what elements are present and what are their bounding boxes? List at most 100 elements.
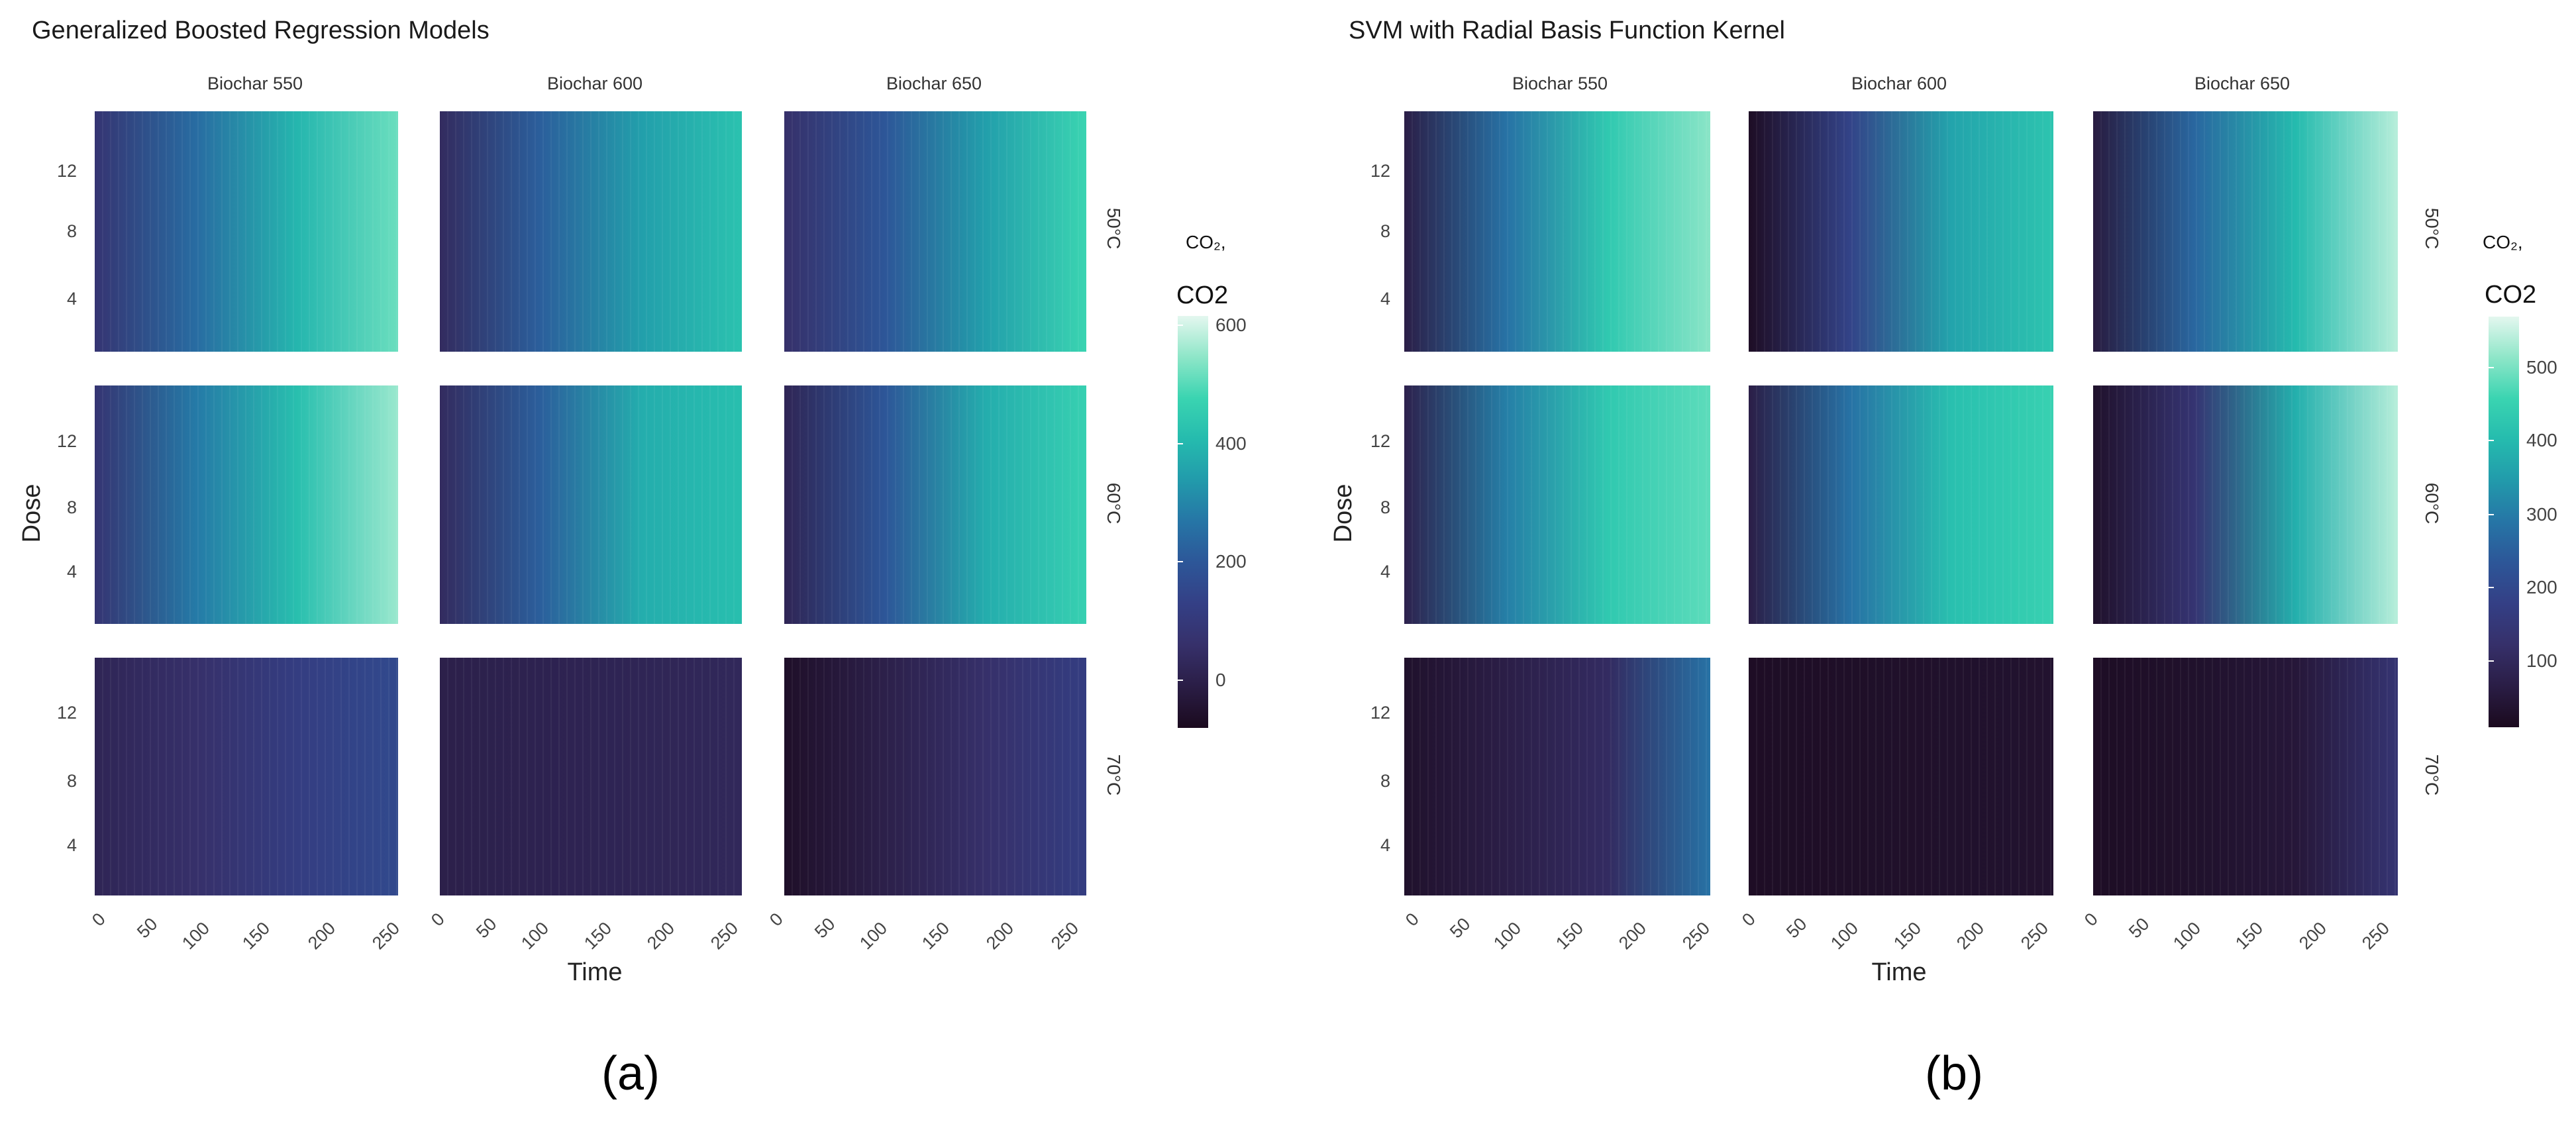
panel-a-row-strip-3: 70°C <box>1104 754 1124 796</box>
panel-a-row-strip-2: 60°C <box>1104 483 1124 525</box>
panel-a-title: Generalized Boosted Regression Models <box>32 17 489 44</box>
x-tick-label: 100 <box>2169 918 2204 953</box>
heatmap-tile <box>2093 385 2398 624</box>
x-tick-label: 0 <box>766 909 787 930</box>
panel-b-title: SVM with Radial Basis Function Kernel <box>1349 17 1785 44</box>
x-tick-label: 150 <box>238 918 274 953</box>
panel-a-x-ticks-col-2: 0 50 100 150 200 250 <box>427 909 742 953</box>
panel-a-legend: CO₂, CO2 600 400 200 0 <box>1176 232 1247 728</box>
heatmap-tile <box>1404 111 1710 352</box>
panel-a: Generalized Boosted Regression Models Bi… <box>18 17 1247 1100</box>
x-tick-label: 100 <box>1490 918 1525 953</box>
panel-a-col-strip-2: Biochar 600 <box>547 74 643 93</box>
legend-tick-label: 400 <box>1215 433 1247 454</box>
panel-a-col-strip-3: Biochar 650 <box>886 74 982 93</box>
panel-a-x-ticks: 0 50 100 150 200 250 0 50 100 150 200 25… <box>88 909 1082 953</box>
panel-b: SVM with Radial Basis Function Kernel Bi… <box>1329 17 2557 1100</box>
panel-b-label: (b) <box>1925 1047 1983 1100</box>
panel-a-col-strip-1: Biochar 550 <box>207 74 303 93</box>
panel-a-colorbar <box>1178 316 1208 728</box>
panel-b-x-ticks-col-3: 0 50 100 150 200 250 <box>2081 909 2393 953</box>
panel-b-strip-labels: Biochar 550 Biochar 600 Biochar 650 50°C… <box>1512 74 2442 795</box>
y-tick-label: 4 <box>1380 289 1390 309</box>
x-tick-label: 0 <box>88 909 109 930</box>
panel-b-x-ticks-col-2: 0 50 100 150 200 250 <box>1738 909 2052 953</box>
y-tick-label: 4 <box>67 289 77 309</box>
panel-a-label: (a) <box>601 1047 660 1100</box>
panel-b-col-strip-3: Biochar 650 <box>2194 74 2290 93</box>
x-tick-label: 150 <box>580 918 615 953</box>
x-tick-label: 0 <box>1738 909 1759 930</box>
panel-a-y-ticks-row-3: 12 8 4 <box>57 703 77 855</box>
x-tick-label: 250 <box>1678 918 1714 953</box>
panel-a-heatmap-tiles <box>95 111 1086 895</box>
x-tick-label: 150 <box>1890 918 1925 953</box>
heatmap-tile <box>784 385 1086 624</box>
x-tick-label: 200 <box>2295 918 2330 953</box>
panel-b-y-ticks-row-1: 12 8 4 <box>1370 161 1390 309</box>
x-tick-label: 100 <box>178 918 213 953</box>
x-tick-label: 200 <box>982 918 1017 953</box>
x-tick-label: 50 <box>2125 914 2153 942</box>
panel-a-y-ticks: 12 8 4 12 8 4 12 8 4 <box>57 161 77 855</box>
y-tick-label: 12 <box>1370 161 1390 181</box>
legend-tick-label: 200 <box>1215 551 1247 572</box>
panel-a-y-ticks-row-1: 12 8 4 <box>57 161 77 309</box>
x-tick-label: 0 <box>2081 909 2102 930</box>
heatmap-tile <box>784 111 1086 352</box>
y-tick-label: 12 <box>57 161 77 181</box>
heatmap-tile <box>2093 658 2398 895</box>
panel-a-x-ticks-col-3: 0 50 100 150 200 250 <box>766 909 1082 953</box>
x-tick-label: 150 <box>2232 918 2267 953</box>
legend-tick-label: 200 <box>2526 577 2557 597</box>
x-tick-label: 250 <box>368 918 403 953</box>
panel-b-heatmap-tiles <box>1404 111 2398 895</box>
y-tick-label: 12 <box>57 431 77 451</box>
heatmap-tile <box>440 111 742 352</box>
x-tick-label: 200 <box>1953 918 1988 953</box>
panel-a-y-ticks-row-2: 12 8 4 <box>57 431 77 582</box>
legend-tick-label: 600 <box>1215 315 1247 335</box>
y-tick-label: 4 <box>67 835 77 855</box>
x-tick-label: 0 <box>427 909 448 930</box>
x-tick-label: 100 <box>856 918 891 953</box>
heatmap-tile <box>95 111 398 352</box>
y-tick-label: 12 <box>1370 431 1390 451</box>
panel-a-x-ticks-col-1: 0 50 100 150 200 250 <box>88 909 403 953</box>
y-tick-label: 8 <box>1380 221 1390 241</box>
y-tick-label: 4 <box>1380 562 1390 582</box>
panel-b-col-strip-2: Biochar 600 <box>1851 74 1947 93</box>
panel-a-legend-title: CO2 <box>1176 281 1228 309</box>
x-tick-label: 50 <box>472 914 500 942</box>
panel-b-legend: CO₂, CO2 500 400 300 200 100 <box>2483 232 2557 727</box>
x-tick-label: 100 <box>517 918 552 953</box>
x-tick-label: 0 <box>1402 909 1423 930</box>
panel-a-row-strip-1: 50°C <box>1104 208 1124 250</box>
panel-b-row-strip-1: 50°C <box>2422 208 2442 250</box>
panel-a-legend-ticks: 600 400 200 0 <box>1178 315 1247 690</box>
x-tick-label: 50 <box>133 914 161 942</box>
y-tick-label: 8 <box>1380 771 1390 791</box>
heatmap-tile <box>1404 385 1710 624</box>
panel-b-y-ticks-row-2: 12 8 4 <box>1370 431 1390 582</box>
y-tick-label: 8 <box>67 221 77 241</box>
y-tick-label: 8 <box>67 771 77 791</box>
heatmap-tile <box>95 658 398 895</box>
y-tick-label: 4 <box>1380 835 1390 855</box>
x-tick-label: 50 <box>1782 914 1810 942</box>
x-tick-label: 100 <box>1827 918 1862 953</box>
panel-b-colorbar <box>2489 317 2519 727</box>
panel-b-y-axis-title: Dose <box>1329 484 1357 543</box>
y-tick-label: 8 <box>1380 497 1390 517</box>
x-tick-label: 250 <box>2017 918 2052 953</box>
panel-b-row-strip-2: 60°C <box>2422 483 2442 525</box>
panel-b-y-ticks: 12 8 4 12 8 4 12 8 4 <box>1370 161 1390 855</box>
heatmap-tile <box>784 658 1086 895</box>
x-tick-label: 150 <box>918 918 953 953</box>
panel-b-legend-ticks: 500 400 300 200 100 <box>2489 357 2557 671</box>
panel-a-legend-subtitle: CO₂, <box>1186 232 1226 252</box>
heatmap-tile <box>440 658 742 895</box>
panel-b-legend-subtitle: CO₂, <box>2483 232 2523 252</box>
heatmap-tile <box>1749 658 2053 895</box>
